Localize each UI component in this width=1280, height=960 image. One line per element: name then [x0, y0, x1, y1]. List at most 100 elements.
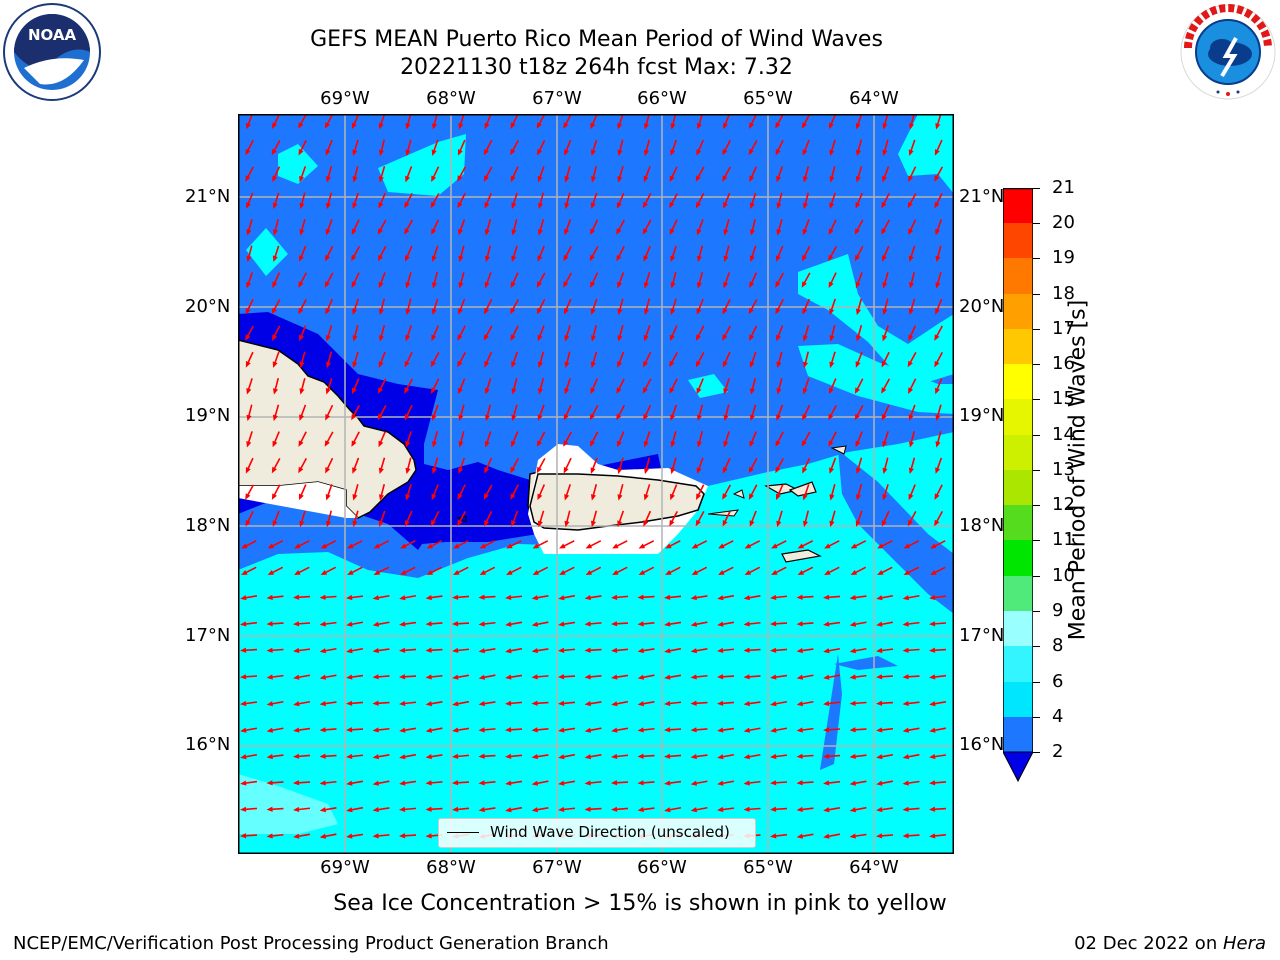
- wave-direction-arrowhead: [372, 807, 379, 813]
- wave-direction-arrowhead: [590, 387, 596, 395]
- wave-direction-arrowhead: [802, 361, 809, 369]
- colorbar-tick-mark: [1033, 682, 1040, 683]
- wave-direction-arrowhead: [404, 228, 410, 235]
- wave-direction-arrowhead: [690, 727, 697, 733]
- wave-direction-arrowhead: [585, 543, 593, 549]
- colorbar-tick-mark: [1033, 576, 1040, 577]
- wave-direction-arrowhead: [378, 149, 385, 157]
- colorbar-band-19-20: [1003, 223, 1033, 258]
- wave-direction-arrowhead: [405, 308, 411, 316]
- colorbar-tick-mark: [1033, 399, 1040, 400]
- wave-direction-arrowhead: [531, 595, 538, 601]
- colorbar-label: Mean Period of Wind Waves [s]: [1065, 299, 1091, 641]
- wave-direction-arrowhead: [511, 520, 516, 527]
- wave-direction-arrowhead: [902, 595, 910, 601]
- wave-direction-arrowhead: [405, 255, 410, 262]
- map-panel: [238, 114, 954, 854]
- wave-direction-arrowhead: [770, 674, 777, 680]
- wave-direction-arrowhead: [796, 780, 803, 786]
- wave-direction-arrowhead: [246, 255, 252, 263]
- wave-direction-arrowhead: [266, 674, 273, 680]
- wave-direction-arrowhead: [670, 493, 675, 501]
- wave-direction-arrowhead: [611, 701, 618, 707]
- wave-direction-arrowhead: [881, 228, 887, 235]
- wave-direction-arrowhead: [882, 175, 887, 183]
- wave-direction-arrowhead: [511, 440, 516, 448]
- wave-direction-arrowhead: [478, 807, 485, 813]
- wave-direction-arrowhead: [616, 387, 622, 394]
- wave-direction-arrowhead: [611, 806, 618, 812]
- wave-direction-arrowhead: [299, 229, 305, 236]
- wave-direction-arrowhead: [399, 700, 406, 707]
- wave-direction-arrowhead: [876, 806, 883, 813]
- wave-direction-arrowhead: [882, 467, 888, 475]
- wave-direction-arrowhead: [749, 281, 755, 289]
- lon-label-top-64w: 64°W: [849, 88, 899, 109]
- wave-direction-arrowhead: [245, 175, 251, 182]
- wave-direction-arrowhead: [749, 414, 755, 422]
- colorbar-tick-mark: [1033, 223, 1040, 224]
- wave-direction-arrowhead: [511, 414, 517, 422]
- wave-direction-arrowhead: [690, 780, 698, 786]
- wave-direction-arrowhead: [584, 727, 592, 733]
- wave-direction-arrowhead: [743, 674, 750, 680]
- wave-direction-arrowhead: [935, 387, 940, 395]
- footer-date: 02 Dec 2022 on Hera: [1074, 933, 1266, 954]
- wave-direction-arrowhead: [695, 519, 701, 527]
- wave-direction-arrowhead: [643, 282, 649, 289]
- wave-direction-arrowhead: [743, 780, 750, 786]
- lon-label-bottom-68w: 68°W: [426, 857, 476, 878]
- wave-direction-arrowhead: [511, 202, 517, 210]
- wave-direction-arrowhead: [294, 543, 301, 549]
- wave-direction-arrowhead: [829, 361, 835, 369]
- wave-direction-arrowhead: [325, 387, 331, 395]
- wave-direction-arrowhead: [457, 493, 463, 500]
- colorbar-band-15-16: [1003, 364, 1033, 399]
- wave-direction-arrowhead: [452, 674, 459, 680]
- wave-direction-arrowhead: [399, 833, 406, 839]
- wave-direction-arrowhead: [537, 520, 543, 528]
- colorbar-tick-label: 4: [1052, 706, 1064, 727]
- wave-direction-arrowhead: [717, 674, 724, 680]
- wave-direction-arrowhead: [643, 175, 649, 183]
- wave-direction-arrowhead: [743, 595, 750, 601]
- wave-direction-arrowhead: [319, 674, 327, 680]
- wave-direction-arrowhead: [770, 647, 777, 653]
- wave-direction-arrowhead: [431, 123, 438, 130]
- wave-direction-arrowhead: [271, 307, 277, 315]
- wave-direction-arrowhead: [430, 360, 436, 368]
- wave-direction-arrowhead: [908, 308, 914, 316]
- colorbar-tick-label: 9: [1052, 600, 1064, 621]
- wave-direction-arrowhead: [770, 806, 777, 812]
- wave-direction-arrowhead: [717, 595, 724, 601]
- wave-direction-arrowhead: [298, 466, 304, 474]
- wave-direction-arrowhead: [240, 595, 247, 601]
- wave-direction-arrowhead: [537, 388, 543, 395]
- wave-direction-arrowhead: [643, 467, 650, 475]
- wave-direction-arrowhead: [404, 414, 410, 421]
- wave-direction-arrowhead: [934, 334, 940, 341]
- wave-direction-arrowhead: [458, 282, 464, 289]
- wave-direction-arrowhead: [801, 254, 807, 262]
- wave-direction-arrowhead: [669, 519, 675, 527]
- wave-direction-arrowhead: [372, 647, 379, 654]
- wave-direction-arrowhead: [617, 202, 622, 209]
- wave-direction-arrowhead: [824, 569, 831, 576]
- lat-label-left-16n: 16°N: [185, 734, 231, 755]
- wave-direction-arrowhead: [479, 543, 487, 549]
- wave-direction-arrowhead: [796, 727, 803, 733]
- wave-direction-arrowhead: [483, 175, 489, 182]
- wave-direction-arrowhead: [325, 176, 331, 183]
- wave-direction-arrowhead: [293, 727, 300, 733]
- wave-direction-arrowhead: [484, 388, 490, 395]
- wave-direction-arrowhead: [399, 780, 406, 786]
- wave-direction-arrowhead: [929, 833, 936, 839]
- map-legend: Wind Wave Direction (unscaled): [438, 818, 756, 848]
- wave-direction-arrowhead: [908, 334, 914, 342]
- wave-direction-arrowhead: [748, 307, 754, 315]
- lat-label-left-19n: 19°N: [185, 405, 231, 426]
- wave-direction-arrowhead: [776, 414, 782, 421]
- wave-direction-arrowhead: [802, 387, 808, 395]
- wave-direction-arrowhead: [929, 753, 936, 760]
- wave-direction-arrowhead: [775, 307, 781, 315]
